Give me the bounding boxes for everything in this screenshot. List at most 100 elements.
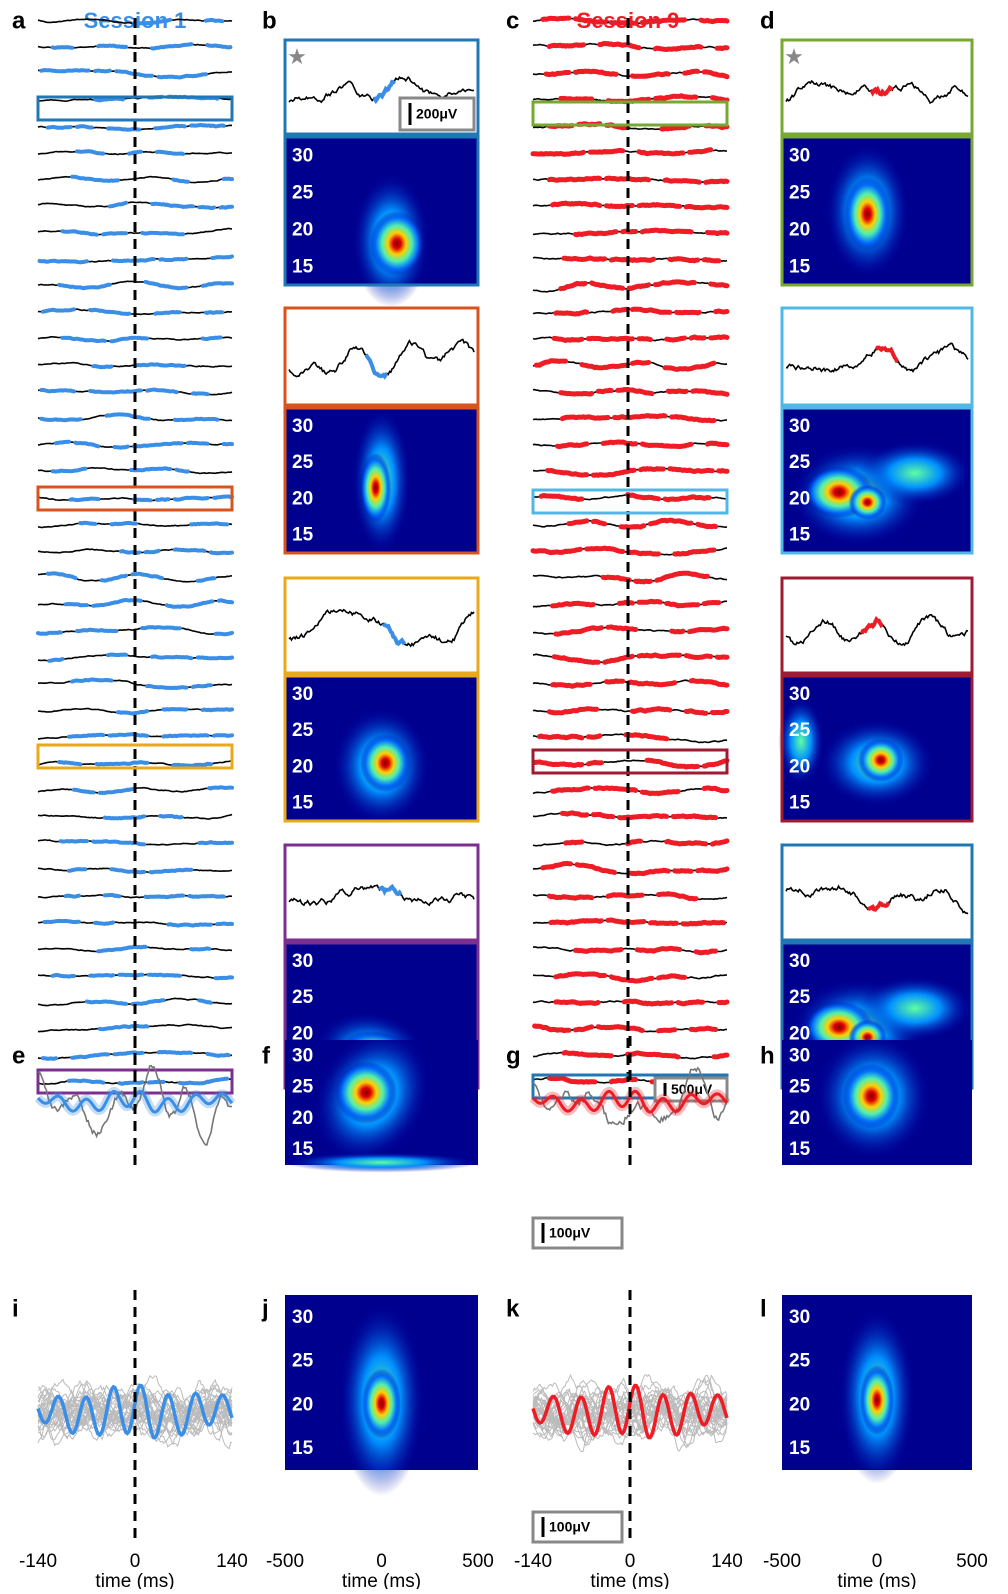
trace-box	[285, 308, 478, 405]
oscillation-segment	[383, 624, 404, 645]
oscillation-segment	[214, 497, 232, 498]
oscillation-segment	[608, 920, 644, 923]
oscillation-segment	[588, 736, 599, 737]
oscillation-segment	[629, 552, 658, 554]
panel-label: j	[261, 1295, 269, 1322]
oscillation-segment	[72, 177, 118, 181]
oscillation-segment	[593, 521, 604, 524]
oscillation-segment	[650, 520, 691, 524]
oscillation-segment	[667, 603, 698, 605]
oscillation-segment	[642, 230, 691, 232]
oscillation-segment	[71, 499, 99, 501]
oscillation-segment	[613, 309, 626, 311]
oscillation-segment	[63, 231, 97, 235]
oscillation-segment	[155, 312, 179, 314]
oscillation-segment	[554, 338, 582, 340]
power-blob	[849, 485, 887, 520]
oscillation-segment	[564, 1053, 611, 1056]
oscillation-segment	[543, 863, 571, 867]
oscillation-segment	[611, 1079, 635, 1082]
oscillation-segment	[97, 762, 148, 764]
oscillation-segment	[98, 947, 145, 952]
oscillation-segment	[191, 948, 209, 949]
oscillation-segment	[48, 127, 71, 128]
oscillation-segment	[103, 233, 126, 234]
oscillation-segment	[107, 414, 149, 418]
oscillation-segment	[632, 709, 670, 712]
oscillation-segment	[167, 601, 213, 606]
freq-tick-label: 30	[292, 1045, 313, 1066]
oscillation-segment	[191, 125, 224, 127]
freq-tick-label: 25	[789, 720, 811, 741]
oscillation-segment	[675, 550, 714, 554]
oscillation-segment	[533, 549, 580, 552]
freq-tick-label: 30	[292, 1307, 313, 1328]
oscillation-segment	[642, 444, 691, 447]
oscillation-segment	[549, 709, 596, 713]
oscillation-segment	[203, 338, 221, 340]
oscillation-segment	[95, 923, 113, 924]
freq-tick-label: 15	[789, 1438, 811, 1459]
oscillation-segment	[619, 816, 666, 818]
oscillation-segment	[593, 814, 613, 816]
freq-tick-label: 25	[292, 452, 314, 473]
oscillation-segment	[535, 762, 582, 766]
oscillation-segment	[206, 20, 222, 21]
oscillation-segment	[373, 81, 394, 101]
freq-tick-label: 25	[789, 1077, 811, 1098]
panel-label: g	[506, 1042, 521, 1069]
oscillation-segment	[180, 1079, 227, 1084]
oscillation-segment	[712, 841, 727, 844]
oscillation-segment	[655, 47, 701, 50]
oscillation-segment	[95, 98, 123, 100]
oscillation-segment	[56, 442, 69, 443]
oscillation-segment	[598, 1027, 642, 1031]
oscillation-segment	[590, 150, 623, 152]
x-tick-label: -140	[19, 1551, 57, 1572]
oscillation-segment	[173, 180, 188, 182]
panel-label: i	[12, 1295, 19, 1322]
oscillation-segment	[691, 337, 704, 338]
oscillation-segment	[111, 523, 135, 524]
highlight-box	[533, 102, 727, 125]
oscillation-segment	[146, 895, 184, 897]
oscillation-segment	[667, 338, 685, 340]
x-axis-label: time (ms)	[590, 1571, 669, 1589]
x-tick-label: -500	[266, 1551, 304, 1572]
oscillation-segment	[569, 521, 587, 524]
oscillation-segment	[93, 366, 111, 367]
oscillation-segment	[611, 977, 652, 981]
oscillation-segment	[670, 469, 712, 472]
oscillation-segment	[198, 657, 232, 658]
star: ★	[287, 44, 307, 69]
oscillation-segment	[632, 362, 648, 363]
oscillation-segment	[548, 470, 587, 475]
oscillation-segment	[704, 761, 727, 767]
oscillation-segment	[90, 310, 129, 314]
x-tick-label: -500	[763, 1551, 801, 1572]
oscillation-segment	[655, 282, 694, 285]
oscillation-segment	[707, 232, 727, 233]
oscillation-segment	[615, 416, 666, 418]
oscillation-segment	[637, 948, 679, 951]
oscillation-segment	[626, 735, 667, 739]
oscillation-segment	[582, 365, 626, 368]
oscillation-segment	[212, 256, 232, 258]
oscillation-segment	[628, 1053, 679, 1057]
oscillation-segment	[575, 19, 604, 23]
oscillation-segment	[636, 581, 651, 582]
freq-tick-label: 20	[789, 1108, 810, 1129]
panel-label: l	[760, 1295, 767, 1322]
freq-tick-label: 30	[789, 1307, 810, 1328]
oscillation-segment	[45, 921, 79, 922]
oscillation-segment	[198, 578, 214, 581]
oscillation-segment	[206, 312, 222, 313]
oscillation-segment	[693, 391, 727, 395]
oscillation-segment	[142, 627, 180, 628]
oscillation-segment	[704, 72, 727, 77]
oscillation-segment	[53, 975, 74, 977]
oscillation-segment	[628, 495, 659, 499]
oscillation-segment	[667, 841, 706, 844]
oscillation-segment	[632, 309, 670, 312]
